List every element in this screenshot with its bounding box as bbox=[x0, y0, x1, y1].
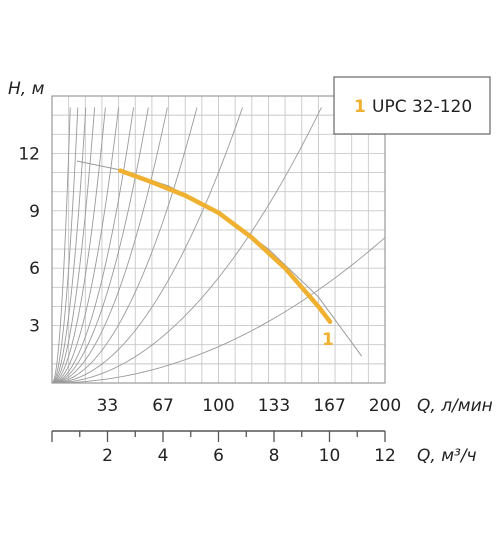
system-curve bbox=[51, 107, 106, 384]
system-curve bbox=[51, 107, 71, 384]
y-tick-label: 12 bbox=[18, 144, 40, 164]
family-curve bbox=[76, 160, 363, 357]
legend-series-number: 1 bbox=[354, 97, 366, 117]
system-curve bbox=[51, 237, 386, 384]
system-curve bbox=[51, 107, 79, 384]
system-curve bbox=[51, 107, 120, 384]
system-curve bbox=[51, 107, 149, 384]
grid bbox=[52, 96, 385, 383]
system-curve bbox=[51, 107, 243, 384]
x2-tick-labels: 2 4 6 8 10 12 bbox=[102, 446, 396, 466]
x2-tick-label: 4 bbox=[158, 446, 169, 466]
system-curves bbox=[51, 107, 386, 384]
x2-axis-title: Q, м³/ч bbox=[417, 446, 477, 466]
x-tick-labels: 33 67 100 133 167 200 bbox=[97, 396, 402, 416]
x-tick-label: 167 bbox=[313, 396, 345, 416]
x-axis-title: Q, л/мин bbox=[417, 396, 493, 416]
y-tick-label: 6 bbox=[29, 259, 40, 279]
x-tick-label: 67 bbox=[152, 396, 174, 416]
series-layer bbox=[118, 168, 333, 325]
system-curve bbox=[51, 107, 322, 384]
system-curve bbox=[51, 107, 168, 384]
plot-frame bbox=[51, 95, 386, 384]
system-curve bbox=[51, 107, 87, 384]
curve-number-label: 1 bbox=[322, 330, 334, 350]
y-tick-label: 9 bbox=[29, 202, 40, 222]
system-curve bbox=[51, 107, 135, 384]
x2-tick-label: 12 bbox=[374, 446, 396, 466]
legend-series-name: UPC 32-120 bbox=[372, 97, 472, 117]
system-curve bbox=[51, 107, 96, 384]
y-tick-labels: 3 6 9 12 bbox=[18, 144, 40, 336]
x-tick-label: 133 bbox=[258, 396, 290, 416]
x-tick-label: 33 bbox=[97, 396, 119, 416]
legend: 1 UPC 32-120 bbox=[333, 76, 491, 135]
family-curve-line bbox=[76, 160, 363, 357]
x2-tick-label: 10 bbox=[319, 446, 341, 466]
x2-tick-label: 8 bbox=[269, 446, 280, 466]
system-curve bbox=[51, 107, 198, 384]
x2-tick-label: 6 bbox=[213, 446, 224, 466]
y-axis-title: H, м bbox=[8, 79, 45, 99]
x2-tick-label: 2 bbox=[102, 446, 113, 466]
legend-box bbox=[333, 76, 491, 135]
x-tick-label: 200 bbox=[369, 396, 401, 416]
secondary-axis-ticks bbox=[51, 431, 386, 442]
y-tick-label: 3 bbox=[29, 317, 40, 337]
x-tick-label: 100 bbox=[202, 396, 234, 416]
series-line-upc-32-120 bbox=[118, 168, 333, 325]
